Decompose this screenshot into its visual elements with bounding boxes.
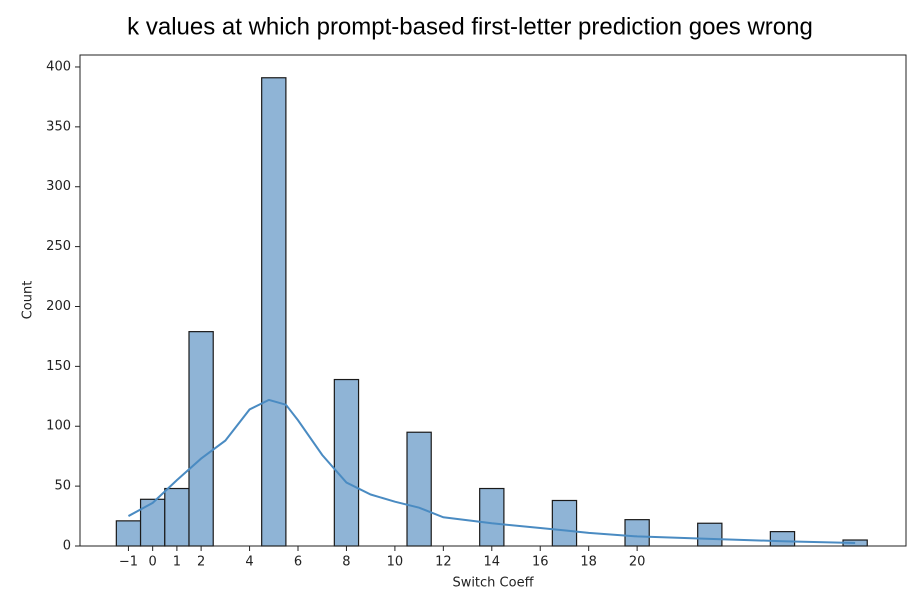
bar [333,378,360,547]
plot-frame [79,54,907,547]
y-tick-label: 150 [46,359,71,374]
y-tick-label: 250 [46,239,71,254]
y-tick-label: 350 [46,119,71,134]
x-tick-label: 6 [294,555,302,570]
x-tick-label: 20 [629,555,646,570]
x-tick-label: 10 [387,555,404,570]
bar [261,77,287,547]
bar [769,531,796,547]
bar [139,498,166,547]
y-tick-label: 50 [54,479,71,494]
x-tick-label: 18 [580,555,597,570]
y-tick-label: 200 [46,299,71,314]
x-tick-label: 8 [342,555,350,570]
bar [697,522,723,547]
kde-line [127,398,856,545]
y-axis-label: Count [21,281,36,320]
x-tick-label: 0 [149,555,157,570]
y-tick-label: 400 [46,59,71,74]
x-tick-label: −1 [119,555,138,570]
bar [188,331,214,547]
chart-title: k values at which prompt-based first-let… [127,13,813,40]
bar [479,487,505,547]
bar [551,499,578,547]
x-axis-label: Switch Coeff [452,576,534,591]
y-tick-label: 100 [46,419,71,434]
x-tick-label: 4 [245,555,253,570]
x-tick-label: 12 [435,555,452,570]
bar [406,431,432,547]
x-tick-label: 2 [197,555,205,570]
bar [164,487,190,547]
x-tick-label: 16 [532,555,549,570]
y-tick-label: 0 [63,539,71,554]
x-tick-label: 1 [173,555,181,570]
y-tick-label: 300 [46,179,71,194]
bar [624,519,650,547]
x-tick-label: 14 [484,555,501,570]
bar [115,520,142,547]
